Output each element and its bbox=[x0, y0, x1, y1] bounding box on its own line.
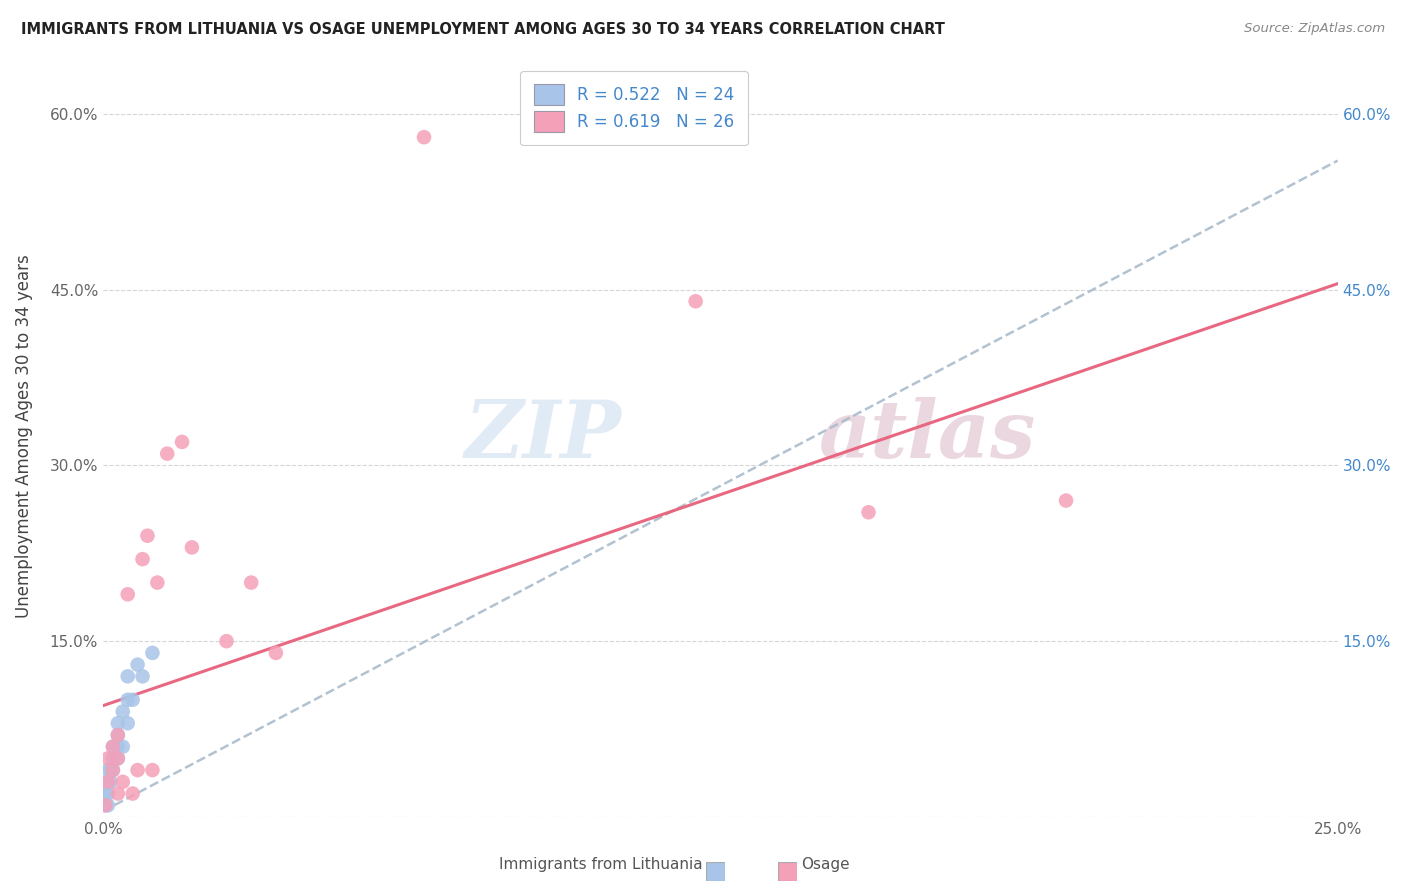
Point bbox=[107, 716, 129, 731]
Point bbox=[141, 646, 163, 660]
Point bbox=[94, 798, 117, 813]
Point bbox=[156, 447, 179, 461]
Point bbox=[94, 787, 117, 801]
Point bbox=[101, 739, 124, 754]
Point bbox=[107, 728, 129, 742]
Point bbox=[97, 751, 120, 765]
Point bbox=[101, 763, 124, 777]
Point bbox=[111, 739, 134, 754]
Point bbox=[131, 669, 153, 683]
Point bbox=[240, 575, 263, 590]
Point bbox=[117, 693, 139, 707]
Point bbox=[117, 716, 139, 731]
Point bbox=[858, 505, 880, 519]
Legend: R = 0.522   N = 24, R = 0.619   N = 26: R = 0.522 N = 24, R = 0.619 N = 26 bbox=[520, 71, 748, 145]
Point bbox=[97, 787, 120, 801]
Point bbox=[121, 787, 143, 801]
Point bbox=[117, 669, 139, 683]
Text: IMMIGRANTS FROM LITHUANIA VS OSAGE UNEMPLOYMENT AMONG AGES 30 TO 34 YEARS CORREL: IMMIGRANTS FROM LITHUANIA VS OSAGE UNEMP… bbox=[21, 22, 945, 37]
Point bbox=[101, 739, 124, 754]
Point bbox=[107, 751, 129, 765]
Point bbox=[111, 705, 134, 719]
Point bbox=[413, 130, 436, 145]
Point bbox=[111, 774, 134, 789]
Point bbox=[101, 751, 124, 765]
Point bbox=[94, 798, 117, 813]
Point bbox=[107, 751, 129, 765]
Point bbox=[215, 634, 238, 648]
Point bbox=[127, 657, 149, 672]
Point bbox=[170, 434, 193, 449]
Point bbox=[117, 587, 139, 601]
Y-axis label: Unemployment Among Ages 30 to 34 years: Unemployment Among Ages 30 to 34 years bbox=[15, 254, 32, 618]
Point bbox=[136, 529, 159, 543]
Point bbox=[107, 739, 129, 754]
Point bbox=[1054, 493, 1077, 508]
Point bbox=[264, 646, 287, 660]
Point bbox=[100, 774, 122, 789]
Point bbox=[181, 541, 204, 555]
Point bbox=[685, 294, 707, 309]
Point bbox=[121, 693, 143, 707]
Text: atlas: atlas bbox=[820, 397, 1036, 475]
Text: Osage: Osage bbox=[801, 857, 851, 872]
Point bbox=[107, 728, 129, 742]
Text: Source: ZipAtlas.com: Source: ZipAtlas.com bbox=[1244, 22, 1385, 36]
Point bbox=[107, 787, 129, 801]
Point bbox=[146, 575, 169, 590]
Text: ZIP: ZIP bbox=[465, 397, 621, 475]
Point bbox=[97, 798, 120, 813]
Point bbox=[97, 763, 120, 777]
Point bbox=[127, 763, 149, 777]
Point bbox=[97, 774, 120, 789]
Point bbox=[131, 552, 153, 566]
Point bbox=[100, 763, 122, 777]
Point bbox=[141, 763, 163, 777]
Text: Immigrants from Lithuania: Immigrants from Lithuania bbox=[499, 857, 703, 872]
Point bbox=[101, 763, 124, 777]
Point bbox=[97, 774, 120, 789]
